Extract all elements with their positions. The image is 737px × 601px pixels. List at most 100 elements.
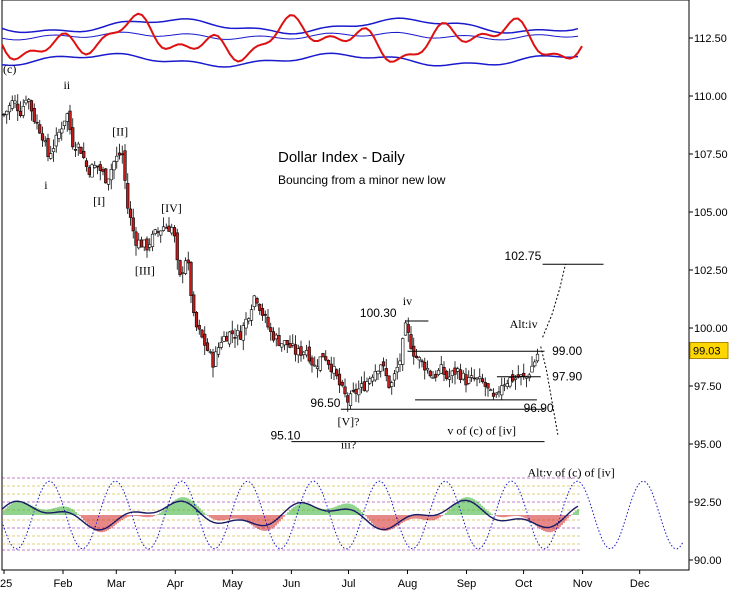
candle-body (326, 359, 331, 365)
candle-body (436, 370, 441, 376)
candle-body (497, 391, 501, 394)
candle-body (447, 376, 452, 380)
x-tick-label: May (222, 578, 243, 590)
candle-body (115, 155, 119, 162)
candle-body (472, 377, 476, 380)
candle-body (307, 346, 311, 362)
candle-body (164, 227, 168, 230)
candle-body (98, 164, 102, 171)
y-tick-label: 100.00 (694, 323, 728, 335)
wave-label: iv (403, 294, 412, 308)
wave-label: i (44, 178, 48, 192)
candle-body (167, 225, 171, 232)
candle-body (502, 384, 507, 387)
candle-body (313, 364, 317, 367)
wave-label: (c) (3, 62, 16, 76)
candle-body (244, 318, 248, 329)
candle-body (321, 353, 325, 358)
candle-body (43, 140, 47, 143)
candle-body (315, 366, 320, 369)
candle-body (249, 309, 254, 321)
y-tick-label: 95.00 (694, 439, 722, 451)
candle-body (189, 262, 193, 296)
candle-body (296, 348, 300, 356)
wave-label: v of (c) of [iv] (447, 424, 516, 438)
projection-line (540, 346, 559, 435)
candle-body (161, 226, 166, 231)
x-tick-label: 25 (0, 578, 12, 590)
level-label: 100.30 (360, 306, 397, 320)
candle-body (104, 168, 108, 184)
x-tick-label: Aug (398, 578, 418, 590)
level-label: 99.00 (552, 344, 582, 358)
candle-body (156, 231, 160, 233)
candle-body (208, 351, 212, 353)
projection-line (542, 264, 566, 338)
candle-body (236, 330, 240, 337)
candle-body (395, 366, 399, 373)
candle-body (76, 143, 80, 148)
x-tick-label: Dec (630, 578, 650, 590)
candle-body (467, 377, 471, 384)
candle-body (65, 113, 69, 122)
candle-body (343, 386, 347, 395)
candle-body (112, 161, 116, 171)
candle-body (216, 347, 221, 355)
level-label: 97.90 (552, 370, 582, 384)
candle-body (13, 100, 17, 104)
candle-body (222, 336, 226, 342)
candle-body (2, 113, 6, 116)
level-label: 102.75 (505, 249, 542, 263)
x-tick-label: Nov (573, 578, 593, 590)
y-tick-label: 92.50 (694, 497, 722, 509)
wave-label: [III] (135, 264, 155, 278)
candle-body (519, 374, 523, 377)
candle-body (10, 100, 14, 109)
candle-body (348, 393, 353, 406)
candle-body (357, 388, 361, 396)
candlestick-series (2, 94, 540, 412)
candle-body (351, 390, 355, 392)
candle-body (128, 208, 133, 218)
wave-label: Alt:v of (c) of [iv] (528, 465, 615, 479)
candle-body (362, 381, 366, 391)
candle-body (478, 376, 482, 380)
candle-body (299, 346, 303, 356)
x-tick-label: Apr (167, 578, 184, 590)
lower-band (1, 52, 579, 68)
x-tick-label: Feb (54, 578, 73, 590)
candle-body (214, 351, 218, 367)
candle-body (101, 169, 105, 172)
candle-body (148, 244, 152, 248)
candle-body (90, 164, 94, 178)
candle-body (40, 133, 45, 141)
candle-body (310, 357, 314, 366)
candle-body (71, 127, 75, 148)
candle-body (203, 333, 207, 346)
candle-body (489, 389, 493, 392)
x-tick-label: Mar (107, 578, 126, 590)
candle-body (533, 361, 537, 367)
candle-body (79, 146, 83, 154)
candle-body (192, 294, 196, 314)
candle-body (461, 372, 465, 380)
candle-body (139, 239, 144, 248)
oscillator-line (1, 12, 583, 63)
candle-body (359, 383, 364, 388)
candle-body (453, 367, 457, 375)
candle-body (392, 373, 397, 381)
candle-body (304, 350, 309, 356)
candle-body (266, 316, 270, 328)
candle-body (62, 120, 67, 127)
wave-label: [IV] (161, 201, 182, 215)
plot-frame (1, 0, 690, 571)
candle-body (51, 148, 56, 153)
candle-body (335, 369, 339, 377)
projection-path (540, 264, 566, 435)
candle-body (219, 342, 223, 348)
candle-body (82, 150, 86, 158)
candle-body (324, 356, 328, 361)
candle-body (54, 134, 58, 147)
candle-body (117, 152, 122, 156)
candle-body (159, 230, 163, 236)
